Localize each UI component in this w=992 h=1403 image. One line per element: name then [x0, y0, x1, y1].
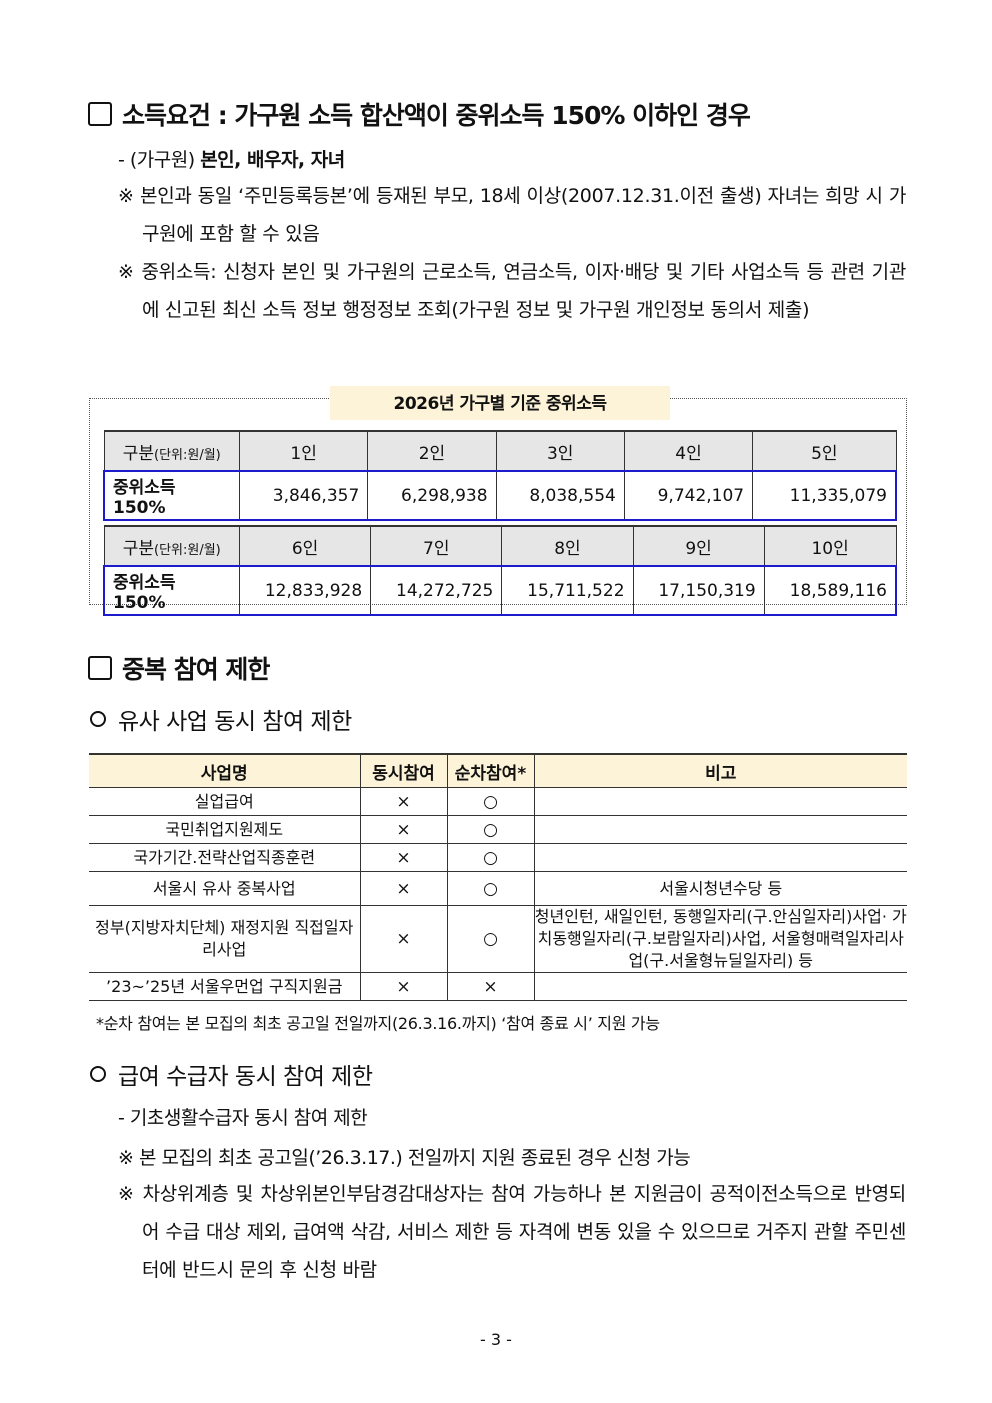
size-cell: 4인: [623, 430, 754, 472]
table-row: 정부(지방자치단체) 재정지원 직접일자리사업 × ○ 청년인턴, 새일인턴, 동행일…: [89, 905, 907, 973]
remarks-cell: [533, 972, 907, 1001]
remarks-cell: [533, 843, 907, 872]
simultaneous-cell: ×: [359, 871, 447, 906]
simultaneous-cell: ×: [359, 843, 447, 872]
remarks-cell: 서울시청년수당 등: [533, 871, 907, 906]
note-end-date: ※ 본 모집의 최초 공고일(’26.3.17.) 전일까지 지원 종료된 경우…: [118, 1147, 691, 1169]
row-label: 중위소득 150%: [103, 565, 240, 616]
note-household: ※ 본인과 동일 ‘주민등록등본’에 등재된 부모, 18세 이상(2007.1…: [118, 185, 906, 245]
value-cell: 12,833,928: [238, 565, 372, 616]
size-cell: 9인: [632, 525, 765, 567]
table-row: ’23~’25년 서울우먼업 구직지원금 × ×: [89, 972, 907, 1001]
header-label: 구분(단위:원/월): [103, 525, 240, 567]
sequential-cell: ○: [446, 843, 534, 872]
value-cell: 3,846,357: [238, 470, 369, 521]
size-cell: 5인: [752, 430, 897, 472]
heading-text: 중복 참여 제한: [122, 655, 270, 684]
program-name: 서울시 유사 중복사업: [89, 871, 360, 906]
program-name: 국가기간.전략산업직종훈련: [89, 843, 360, 872]
basic-livelihood-line: - 기초생활수급자 동시 참여 제한: [118, 1107, 368, 1129]
income-table-box: 구분(단위:원/월) 1인 2인 3인 4인 5인 중위소득 150% 3,846,35…: [89, 398, 907, 616]
size-cell: 3인: [495, 430, 625, 472]
row-label: 중위소득 150%: [103, 470, 240, 521]
program-name: ’23~’25년 서울우먼업 구직지원금: [89, 972, 360, 1001]
remarks-cell: 청년인턴, 새일인턴, 동행일자리(구.안심일자리)사업· 가치동행일자리(구.…: [533, 905, 907, 973]
value-cell: 11,335,079: [752, 470, 898, 521]
size-cell: 1인: [238, 430, 369, 472]
income-table-1: 구분(단위:원/월) 1인 2인 3인 4인 5인 중위소득 150% 3,846,35…: [103, 430, 898, 521]
section-heading-duplicate: 중복 참여 제한: [88, 650, 270, 686]
value-cell: 8,038,554: [495, 470, 625, 521]
income-table-title: 2026년 가구별 기준 중위소득: [330, 386, 670, 420]
value-cell: 14,272,725: [370, 565, 503, 616]
dash-bold: 본인, 배우자, 자녀: [200, 149, 345, 171]
remarks-cell: [533, 787, 907, 816]
size-cell: 7인: [370, 525, 503, 567]
size-cell: 2인: [367, 430, 497, 472]
note-near-poverty: ※ 차상위계층 및 차상위본인부담경감대상자는 참여 가능하나 본 지원금이 공…: [118, 1183, 906, 1281]
sequential-cell: ○: [446, 787, 534, 816]
value-cell: 15,711,522: [501, 565, 634, 616]
col-header: 순차참여*: [446, 753, 534, 788]
program-name: 실업급여: [89, 787, 360, 816]
participation-table: 사업명 동시참여 순차참여* 비고 실업급여 × ○ 국민취업지원제도 × ○ 국가기간.전략산업…: [89, 753, 907, 1001]
simultaneous-cell: ×: [359, 787, 447, 816]
footnote: *순차 참여는 본 모집의 최초 공고일 전일까지(26.3.16.까지) ‘참…: [96, 1014, 660, 1033]
table-row: 실업급여 × ○: [89, 787, 907, 816]
simultaneous-cell: ×: [359, 972, 447, 1001]
remarks-cell: [533, 815, 907, 844]
program-name: 국민취업지원제도: [89, 815, 360, 844]
note-median-income: ※ 중위소득: 신청자 본인 및 가구원의 근로소득, 연금소득, 이자·배당 …: [118, 261, 906, 321]
value-cell: 17,150,319: [632, 565, 765, 616]
household-members-line: - (가구원) 본인, 배우자, 자녀: [118, 145, 345, 172]
table-row: 서울시 유사 중복사업 × ○ 서울시청년수당 등: [89, 871, 907, 906]
subheading-similar-programs: 유사 사업 동시 참여 제한: [90, 702, 352, 736]
simultaneous-cell: ×: [359, 905, 447, 973]
size-cell: 6인: [238, 525, 372, 567]
size-cell: 8인: [501, 525, 634, 567]
circle-bullet-icon: [90, 1066, 106, 1082]
checkbox-square-icon: [88, 102, 112, 126]
income-table-2: 구분(단위:원/월) 6인 7인 8인 9인 10인 중위소득 150% 12,833,…: [103, 525, 897, 616]
page-number: - 3 -: [480, 1330, 512, 1349]
header-label: 구분(단위:원/월): [103, 430, 240, 472]
table-row: 국가기간.전략산업직종훈련 × ○: [89, 843, 907, 872]
value-cell: 9,742,107: [623, 470, 754, 521]
sequential-cell: ○: [446, 815, 534, 844]
subheading-text: 급여 수급자 동시 참여 제한: [118, 1064, 373, 1090]
section-heading-income: 소득요건 : 가구원 소득 합산액이 중위소득 150% 이하인 경우: [88, 96, 751, 132]
table-row: 국민취업지원제도 × ○: [89, 815, 907, 844]
dash-prefix: - (가구원): [118, 149, 201, 171]
checkbox-square-icon: [88, 656, 112, 680]
simultaneous-cell: ×: [359, 815, 447, 844]
subheading-text: 유사 사업 동시 참여 제한: [118, 709, 352, 735]
sequential-cell: ×: [446, 972, 534, 1001]
sequential-cell: ○: [446, 871, 534, 906]
size-cell: 10인: [763, 525, 897, 567]
col-header: 비고: [533, 753, 907, 788]
heading-text: 소득요건 : 가구원 소득 합산액이 중위소득 150% 이하인 경우: [122, 101, 751, 130]
value-cell: 18,589,116: [763, 565, 897, 616]
circle-bullet-icon: [90, 711, 106, 727]
value-cell: 6,298,938: [367, 470, 497, 521]
sequential-cell: ○: [446, 905, 534, 973]
program-name: 정부(지방자치단체) 재정지원 직접일자리사업: [89, 905, 360, 973]
subheading-benefit-recipients: 급여 수급자 동시 참여 제한: [90, 1057, 373, 1091]
col-header: 동시참여: [359, 753, 447, 788]
col-header: 사업명: [89, 753, 360, 788]
